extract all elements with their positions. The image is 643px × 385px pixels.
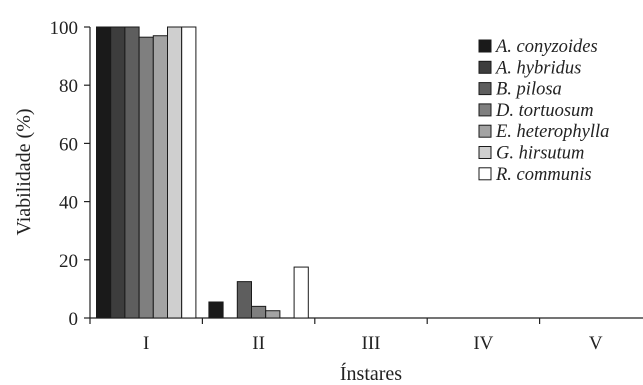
legend-swatch (478, 82, 492, 96)
bar (251, 305, 267, 319)
legend-swatch (478, 124, 492, 138)
legend-label: R. communis (495, 165, 592, 185)
bar (208, 301, 224, 319)
legend-label: A. conyzoides (494, 37, 598, 57)
y-tick-label: 20 (59, 251, 78, 272)
x-tick-label: II (252, 333, 265, 354)
x-tick-label: III (362, 333, 381, 354)
y-tick-label: 0 (69, 309, 79, 330)
legend-label: A. hybridus (494, 58, 581, 78)
y-tick-label: 60 (59, 134, 78, 155)
bar (265, 310, 281, 319)
bars (96, 26, 309, 319)
y-axis: 0 20 40 60 80 100 (50, 18, 91, 330)
x-tick-label: V (589, 333, 603, 354)
x-tick-label: IV (473, 333, 493, 354)
x-tick-label: I (143, 333, 149, 354)
legend-label: E. heterophylla (495, 122, 609, 142)
bar (124, 26, 140, 319)
legend-label: G. hirsutum (496, 144, 584, 164)
bar (236, 281, 253, 319)
bar (138, 36, 154, 319)
legend-label: B. pilosa (496, 80, 562, 100)
x-axis-label: Ínstares (340, 362, 402, 385)
y-axis-label: Viabilidade (%) (13, 108, 35, 235)
legend-swatch (478, 146, 492, 159)
legend-swatch (478, 39, 492, 53)
bar (96, 26, 112, 319)
x-axis: I II III IV V (89, 317, 643, 354)
legend-swatch (478, 60, 492, 74)
bar (293, 266, 309, 319)
legend-label: D. tortuosum (495, 101, 594, 121)
bar (152, 35, 169, 319)
y-tick-label: 80 (59, 76, 78, 97)
y-tick-label: 100 (50, 18, 79, 39)
bar (167, 26, 183, 319)
y-tick-label: 40 (59, 193, 78, 214)
bar (110, 26, 126, 319)
legend-swatch (478, 167, 492, 181)
legend-swatch (478, 103, 492, 117)
bar (181, 26, 197, 319)
